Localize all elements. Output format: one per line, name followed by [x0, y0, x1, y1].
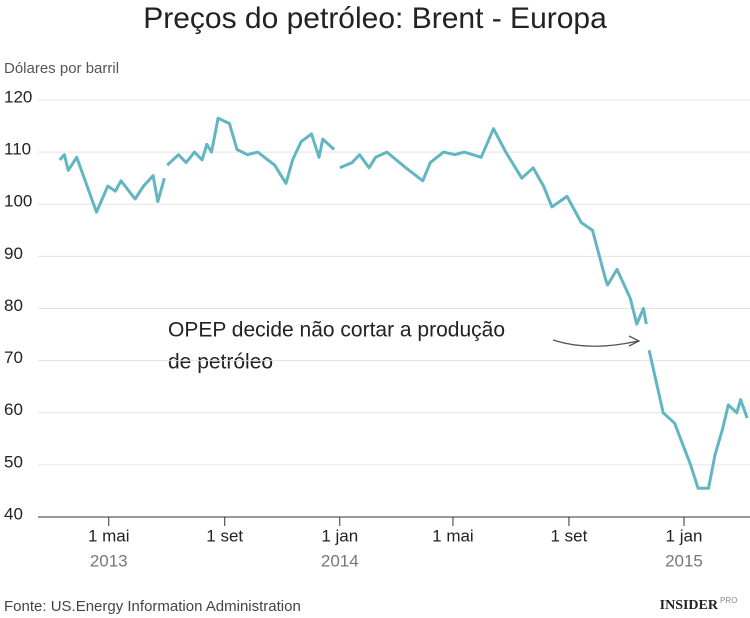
year-label: 2015 [665, 551, 703, 570]
y-tick-label: 60 [4, 400, 23, 419]
chart-title: Preços do petróleo: Brent - Europa [143, 2, 607, 35]
x-tick-label: 1 mai [432, 526, 474, 545]
x-tick-label: 1 mai [88, 526, 130, 545]
y-tick-label: 70 [4, 348, 23, 367]
year-label: 2014 [321, 551, 359, 570]
y-tick-label: 50 [4, 452, 23, 471]
annotation: de petróleo [168, 351, 273, 374]
year-label: 2013 [90, 551, 128, 570]
brand: INSIDER [660, 598, 719, 613]
y-tick-label: 90 [4, 244, 23, 263]
x-tick-label: 1 jan [321, 526, 358, 545]
source: Fonte: US.Energy Information Administrat… [4, 598, 301, 615]
y-tick-label: 40 [4, 504, 23, 523]
y-tick-label: 80 [4, 296, 23, 315]
annotation-arrowhead [628, 335, 641, 347]
annotation: OPEP decide não cortar a produção [168, 319, 505, 342]
y-tick-label: 100 [4, 192, 32, 211]
x-tick-label: 1 set [206, 526, 243, 545]
brand-sup: PRO [720, 596, 737, 605]
y-axis-label: Dólares por barril [4, 60, 119, 77]
y-tick-label: 110 [4, 140, 31, 159]
annotation-arrow [552, 339, 639, 347]
x-tick-label: 1 jan [666, 526, 703, 545]
line-series [58, 116, 749, 490]
y-tick-label: 120 [4, 87, 32, 106]
x-tick-label: 1 set [551, 526, 588, 545]
